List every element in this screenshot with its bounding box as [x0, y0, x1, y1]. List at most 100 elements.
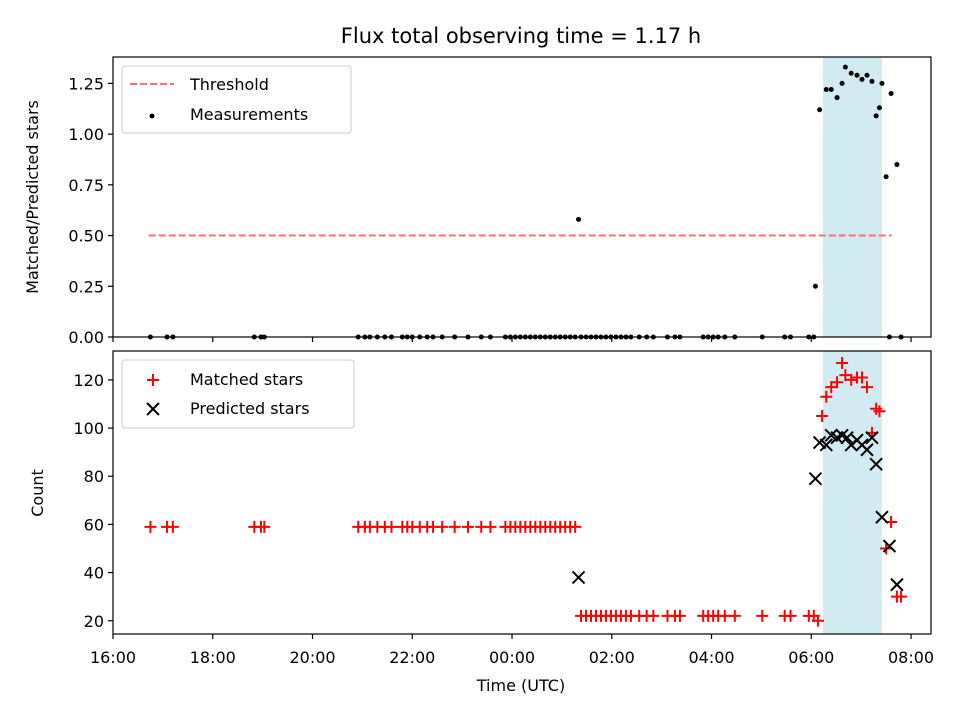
measurement-point [869, 78, 875, 84]
measurement-point [848, 70, 854, 76]
matched-legend-label: Matched stars [190, 370, 303, 389]
predicted-star-point [882, 539, 897, 553]
top-shaded-layer [822, 57, 882, 337]
top-ytick-label: 0.50 [68, 227, 104, 246]
top-y-axis: 0.00 0.25 0.50 0.75 1.00 1.25 [68, 74, 113, 347]
matched-star-point [895, 590, 908, 603]
bottom-ylabel: Count [28, 469, 47, 517]
bottom-xlabel: Time (UTC) [476, 676, 565, 695]
measurement-point [576, 216, 582, 222]
top-legend: Threshold Measurements [121, 65, 352, 134]
predicted-star-point [875, 510, 889, 524]
predicted-star-point [819, 438, 833, 452]
matched-star-point [860, 381, 873, 394]
matched-star-point [784, 609, 797, 622]
predicted-star-point [865, 430, 879, 445]
top-ytick-label: 0.75 [68, 176, 104, 195]
matched-star-point [873, 405, 886, 418]
matched-star-point [836, 357, 849, 370]
bottom-ytick-label: 100 [73, 419, 104, 438]
top-ylabel: Matched/Predicted stars [23, 100, 42, 294]
bottom-ytick-label: 120 [73, 371, 104, 390]
matched-star-point [856, 371, 869, 384]
bottom-xtick-label: 00:00 [489, 648, 535, 667]
matched-star-point [756, 609, 769, 622]
matched-legend-swatch [147, 374, 159, 386]
matched-star-point [448, 520, 461, 533]
predicted-star-point [840, 430, 854, 445]
bottom-ytick-label: 60 [84, 515, 104, 534]
predicted-star-point [571, 570, 586, 585]
measurement-point [879, 80, 885, 86]
matched-star-point [484, 520, 497, 533]
measurement-point [894, 162, 900, 168]
bottom-xtick-label: 04:00 [688, 648, 734, 667]
top-legend-box [121, 65, 352, 134]
measurement-point [854, 72, 860, 78]
bottom-x-axis: 16:00 18:00 20:00 22:00 00:00 02:00 04:00 06:00… [90, 634, 934, 667]
bottom-shaded-layer [822, 351, 882, 634]
bottom-xtick-label: 20:00 [289, 648, 335, 667]
measurement-point [834, 95, 840, 101]
predicted-star-point [808, 471, 823, 486]
measurement-point [812, 283, 818, 289]
matched-star-point [647, 609, 660, 622]
predicted-star-point [869, 457, 883, 471]
top-x-ticks [112, 337, 912, 342]
top-ytick-label: 1.00 [68, 125, 104, 144]
bottom-y-axis: 20 40 60 80 100 120 [73, 371, 113, 631]
measurement-point [876, 105, 882, 111]
bottom-xtick-label: 02:00 [589, 648, 635, 667]
observing-span-bottom [822, 351, 882, 634]
measurements-legend-label: Measurements [190, 105, 308, 124]
matched-star-point [816, 410, 829, 423]
measurement-point [883, 174, 889, 180]
matched-star-point [385, 520, 398, 533]
measurement-point [839, 80, 845, 86]
matched-star-point [461, 520, 474, 533]
top-plot-frame [112, 56, 932, 338]
bottom-xtick-label: 22:00 [389, 648, 435, 667]
measurement-point [842, 64, 848, 70]
bottom-xtick-label: 18:00 [190, 648, 236, 667]
measurement-point [859, 76, 865, 82]
bottom-xtick-label: 16:00 [90, 648, 136, 667]
figure-title: Flux total observing time = 1.17 h [341, 24, 701, 48]
matched-star-point [144, 520, 157, 533]
bottom-xtick-label: 06:00 [788, 648, 834, 667]
bottom-marks-layer [144, 357, 908, 627]
predicted-star-point [860, 443, 874, 457]
measurement-point [828, 86, 834, 92]
measurement-point [888, 91, 894, 97]
predicted-legend-label: Predicted stars [190, 399, 310, 418]
measurement-point [823, 86, 829, 92]
matched-star-point [811, 614, 824, 627]
matched-star-point [728, 609, 741, 622]
top-ytick-label: 0.25 [68, 277, 104, 296]
top-ytick-label: 1.25 [68, 74, 104, 93]
matched-star-point [673, 609, 686, 622]
bottom-plot-frame [112, 350, 932, 635]
matched-star-point [258, 520, 271, 533]
top-ytick-label: 0.00 [68, 328, 104, 347]
matched-star-point [569, 520, 582, 533]
bottom-legend-box [121, 359, 355, 429]
measurement-point [864, 72, 870, 78]
bottom-ytick-label: 20 [84, 612, 104, 631]
bottom-panel: 20 40 60 80 100 120 16:00 18:00 20:00 22:00 00:00… [28, 350, 934, 695]
measurement-point [873, 113, 879, 119]
measurements-legend-swatch [149, 113, 155, 119]
matched-star-point [436, 520, 449, 533]
matched-star-point [820, 390, 833, 403]
matched-star-point [166, 520, 179, 533]
bottom-legend: Matched stars Predicted stars [121, 359, 355, 429]
predicted-star-point [890, 577, 904, 592]
measurement-point [817, 107, 823, 113]
predicted-legend-swatch [146, 402, 160, 416]
observing-span-top [822, 57, 882, 337]
bottom-ytick-label: 80 [84, 467, 104, 486]
matched-star-point [845, 373, 858, 386]
top-panel: 0.00 0.25 0.50 0.75 1.00 1.25 Matched/Predict… [23, 56, 932, 347]
matched-star-point [831, 376, 844, 389]
